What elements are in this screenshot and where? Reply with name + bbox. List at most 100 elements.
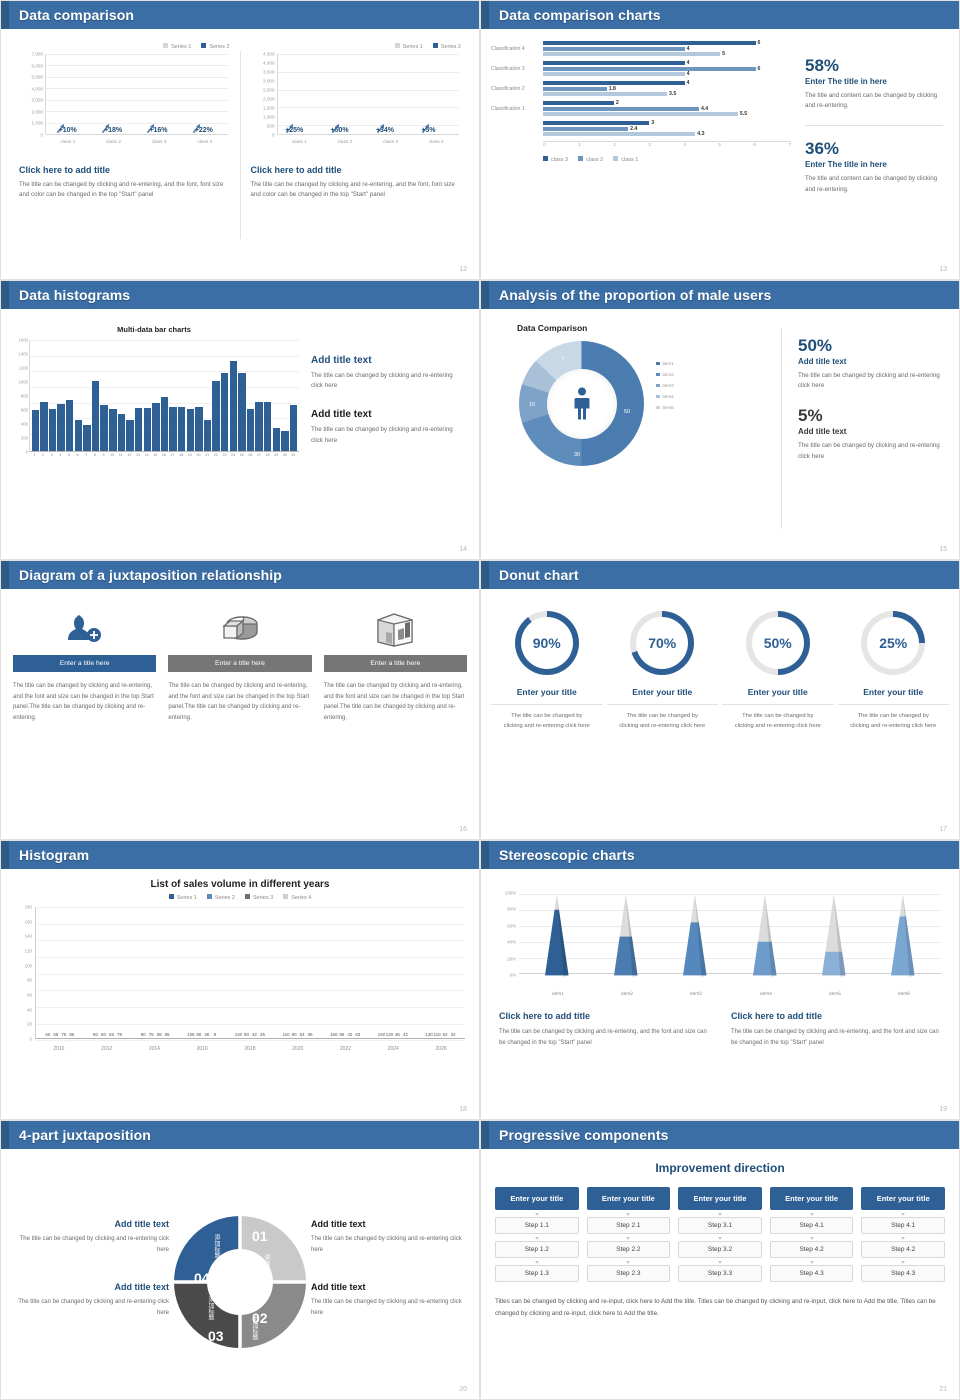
bar-value: 8 [213,1032,217,1037]
section-body: The title can be changed by clicking and… [18,1299,169,1316]
gauge-value: 70% [648,635,677,651]
slice-label: 30 [574,452,581,458]
column-2[interactable]: Enter a title here The title can be chan… [168,603,312,839]
delta-label: +25% [285,127,304,134]
step-cell[interactable]: Step 4.1 [769,1217,854,1234]
slide-data-comparison[interactable]: Data comparison Series 1 Series 2 7,000 … [0,0,480,280]
x-tick: 8 [93,453,96,457]
page-title: Stereoscopic charts [499,847,635,863]
step-cell[interactable]: Step 2.2 [586,1241,671,1258]
plot-area: 60 55 75 85 80 60 65 78 90 75 58 65 105 90 46 8 120 80 32 2… [35,907,465,1039]
chart-legend: item1 item2 item3 item4 item5 [656,361,674,416]
column-title-button[interactable]: Enter a title here [168,655,312,672]
legend-label: Series 2 [214,895,235,901]
step-cell[interactable]: Step 4.3 [861,1265,945,1282]
bar-group: Classification 3 4 6 4 [491,60,791,77]
bar-value: 120 [234,1032,243,1037]
stat-percentage: 5% [798,406,823,426]
x-tick: 25 [239,453,244,457]
plot-area [519,889,941,977]
bar-value: 130 [425,1032,433,1037]
histogram-bar [74,420,83,451]
x-tick: 26 [248,453,253,457]
y-tick: 1000 [18,379,28,385]
y-axis: 1600 1400 1200 1000 800 600 400 200 0 [9,338,29,455]
bar-value: 35 [394,1032,400,1037]
legend-label: Series 2 [440,44,461,50]
column-3[interactable]: Enter a title here The title can be chan… [323,603,467,839]
slide-stereoscopic-charts[interactable]: Stereoscopic charts 100% 80% 60% 40% 20%… [480,840,960,1120]
step-cell[interactable]: Step 3.3 [678,1265,762,1282]
person-icon [574,387,589,419]
gauge-title: Enter your title [632,687,693,697]
cone-bar [817,893,853,977]
segment-number: 03 [208,1328,224,1344]
slide-progressive-components[interactable]: Progressive components Improvement direc… [480,1120,960,1400]
ring-diagram[interactable]: 01 02 03 04 添加标题 添加标题 添加标题 添加标题 [170,1212,310,1352]
divider [805,125,943,127]
page-number: 14 [459,546,467,553]
plot-area [29,340,299,452]
step-cell[interactable]: Step 3.1 [678,1217,762,1234]
text-block-1: Click here to add title The title can be… [499,1011,709,1049]
x-tick: 21 [205,453,210,457]
section-title: Click here to add title [731,1011,823,1021]
x-tick: 20 [196,453,201,457]
step-cell[interactable]: Step 1.2 [495,1241,579,1258]
step-cell[interactable]: Step 1.3 [495,1265,579,1282]
x-axis: class 1 class 2 class 3 class 4 [60,140,213,145]
step-cell[interactable]: Step 4.3 [769,1265,854,1282]
right-text-column: Add title text The title can be changed … [311,1219,471,1344]
bar-chart-2: 4,500 4,000 3,500 3,000 2,500 2,000 1,50… [251,52,462,149]
slide-histogram[interactable]: Histogram List of sales volume in differ… [0,840,480,1120]
histogram-bar [126,420,134,451]
section-title: Add title text [311,1219,366,1230]
header-accent-bar [1,841,9,869]
step-header-button[interactable]: Enter your title [495,1187,579,1210]
stat-title: Enter The title in here [805,160,887,170]
bar-value: 110 [282,1032,290,1037]
slice-label: 50 [623,408,630,415]
x-tick: 14 [144,453,149,457]
x-tick: 31 [291,453,296,457]
slide-donut-chart[interactable]: Donut chart 90% Enter your title The tit… [480,560,960,840]
step-cell[interactable]: Step 1.1 [495,1217,579,1234]
y-tick: 180 [24,904,32,910]
histogram-bar [152,403,160,451]
histogram-bar [289,405,298,451]
step-cell[interactable]: Step 3.2 [678,1241,762,1258]
x-tick: 19 [187,453,192,457]
column-title-button[interactable]: Enter a title here [323,655,467,672]
slide-4-part-juxtaposition[interactable]: 4-part juxtaposition Add title text The … [0,1120,480,1400]
slide-data-comparison-charts[interactable]: Data comparison charts Classification 4 … [480,0,960,280]
stat-percentage: 50% [798,336,833,355]
bar-group: Classification 1 2 4.4 5.5 [491,100,791,117]
bar-value: 4 [686,80,690,86]
x-axis: class 1 class 2 class 3 class 4 [291,140,444,145]
step-header-button[interactable]: Enter your title [678,1187,762,1210]
histogram-bar [66,400,74,451]
step-cell[interactable]: Step 2.3 [586,1265,671,1282]
bar-value: 25 [260,1032,265,1037]
step-header-button[interactable]: Enter your title [861,1187,945,1210]
slide-male-user-proportion[interactable]: Analysis of the proportion of male users… [480,280,960,560]
chart-legend: Series 1 Series 2 Series 3 Series 4 [13,894,467,901]
text-block: Add title text The title can be changed … [9,1282,169,1319]
step-header-button[interactable]: Enter your title [586,1187,671,1210]
slide-juxtaposition-diagram[interactable]: Diagram of a juxtaposition relationship … [0,560,480,840]
header-accent-bar [481,841,489,869]
histogram-bar [264,401,272,451]
slide-header: Diagram of a juxtaposition relationship [1,561,479,589]
x-tick: 10 [110,453,115,457]
bar-value: 60 [101,1032,106,1037]
step-cell[interactable]: Step 4.1 [861,1217,945,1234]
step-cell[interactable]: Step 2.1 [586,1217,671,1234]
column-title-button[interactable]: Enter a title here [13,655,157,672]
step-cell[interactable]: Step 4.2 [861,1241,945,1258]
step-header-button[interactable]: Enter your title [769,1187,854,1210]
slide-data-histograms[interactable]: Data histograms Multi-data bar charts 16… [0,280,480,560]
slide-header: Stereoscopic charts [481,841,959,869]
column-1[interactable]: Enter a title here The title can be chan… [13,603,157,839]
delta-label: +16% [149,127,168,134]
step-cell[interactable]: Step 4.2 [769,1241,854,1258]
